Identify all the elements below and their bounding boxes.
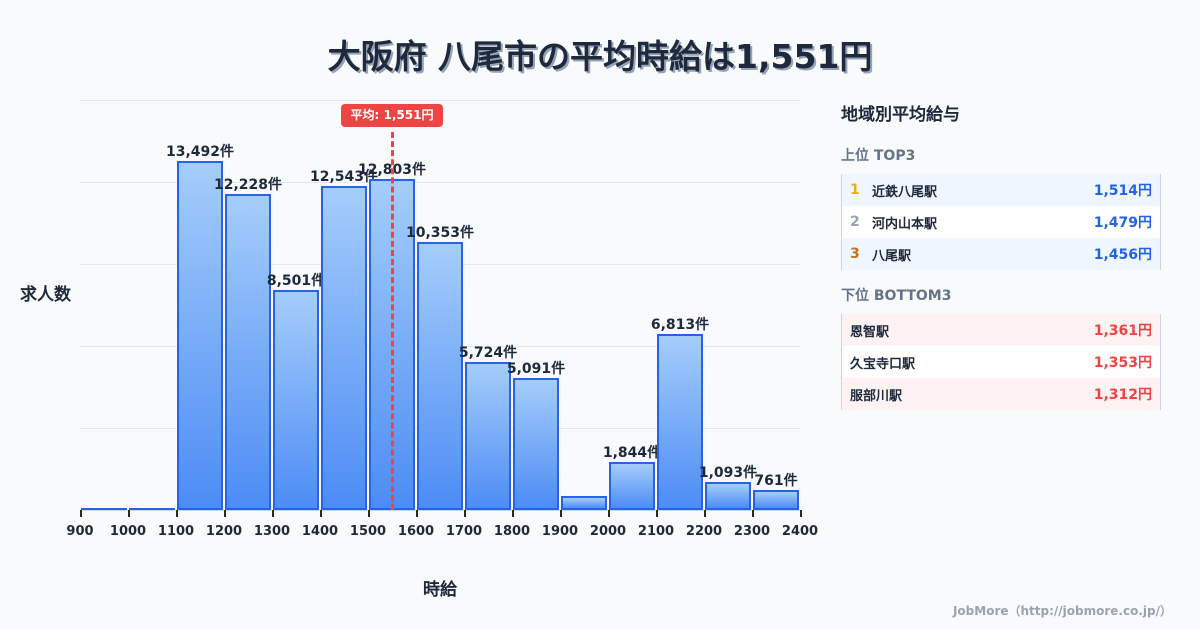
bar-value-label: 12,543件	[309, 169, 379, 185]
x-tick-label: 1300	[253, 524, 291, 539]
histogram-bar	[705, 482, 751, 510]
station-wage: 1,353円	[1093, 355, 1152, 371]
x-tick-label: 1200	[205, 524, 243, 539]
histogram-bar	[129, 508, 175, 510]
histogram-chart: 13,492件 12,228件 8,501件 12,543件 12,803件 10,353…	[20, 100, 819, 600]
station-wage: 1,479円	[1093, 215, 1152, 231]
x-tick-mark	[80, 510, 82, 517]
x-tick-label: 2300	[733, 524, 771, 539]
station-name: 近鉄八尾駅	[872, 184, 938, 200]
panel-title: 地域別平均給与	[841, 105, 960, 125]
bar-value-label: 5,724件	[458, 345, 518, 361]
bottom3-row: 恩智駅 1,361円	[842, 314, 1160, 346]
x-tick-label: 900	[66, 524, 94, 539]
gridline	[80, 100, 800, 101]
x-tick-mark	[320, 510, 322, 517]
x-tick-mark	[368, 510, 370, 517]
top3-table: 1 近鉄八尾駅 1,514円 2 河内山本駅 1,479円 3 八尾駅 1,45…	[841, 174, 1161, 270]
rank-number: 2	[850, 214, 860, 230]
histogram-bar	[465, 362, 511, 510]
x-tick-mark	[272, 510, 274, 517]
x-tick-label: 1600	[397, 524, 435, 539]
station-name: 八尾駅	[872, 248, 912, 264]
top3-row: 2 河内山本駅 1,479円	[842, 206, 1160, 238]
station-name: 河内山本駅	[872, 216, 938, 232]
y-axis-label: 求人数	[20, 285, 71, 305]
footer-credit: JobMore（http://jobmore.co.jp/）	[952, 604, 1172, 618]
x-tick-label: 1100	[157, 524, 195, 539]
bar-value-label: 10,353件	[405, 225, 475, 241]
histogram-bar	[753, 490, 799, 510]
regional-salary-panel: 地域別平均給与 上位 TOP3 1 近鉄八尾駅 1,514円 2 河内山本駅 1…	[841, 100, 1161, 410]
gridline	[80, 182, 800, 183]
top3-heading: 上位 TOP3	[841, 148, 916, 164]
histogram-bar	[273, 290, 319, 510]
bottom3-table: 恩智駅 1,361円 久宝寺口駅 1,353円 服部川駅 1,312円	[841, 314, 1161, 410]
histogram-bar	[657, 334, 703, 510]
bottom3-heading: 下位 BOTTOM3	[841, 288, 952, 304]
x-tick-label: 1800	[493, 524, 531, 539]
bar-value-label: 1,093件	[698, 465, 758, 481]
histogram-bar	[81, 508, 127, 510]
station-name: 服部川駅	[850, 388, 903, 404]
histogram-bar	[225, 194, 271, 510]
bar-value-label: 1,844件	[602, 445, 662, 461]
bottom3-row: 久宝寺口駅 1,353円	[842, 346, 1160, 378]
x-tick-mark	[128, 510, 130, 517]
bar-value-label: 8,501件	[266, 273, 326, 289]
x-tick-label: 1400	[301, 524, 339, 539]
histogram-bar	[177, 161, 223, 510]
x-tick-mark	[512, 510, 514, 517]
histogram-bar	[513, 378, 559, 510]
x-tick-mark	[704, 510, 706, 517]
bar-value-label: 6,813件	[650, 317, 710, 333]
top3-row: 3 八尾駅 1,456円	[842, 238, 1160, 270]
x-tick-mark	[656, 510, 658, 517]
x-tick-label: 2200	[685, 524, 723, 539]
x-axis-label: 時給	[423, 580, 457, 600]
bar-value-label: 12,228件	[213, 177, 283, 193]
bar-value-label: 13,492件	[165, 144, 235, 160]
x-tick-mark	[560, 510, 562, 517]
x-tick-mark	[752, 510, 754, 517]
histogram-bar	[609, 462, 655, 510]
x-tick-mark	[608, 510, 610, 517]
histogram-bar	[561, 496, 607, 510]
x-tick-mark	[176, 510, 178, 517]
bar-value-label: 761件	[754, 473, 798, 489]
histogram-bar	[417, 242, 463, 510]
rank-number: 3	[850, 246, 860, 262]
x-tick-mark	[416, 510, 418, 517]
rank-number: 1	[850, 182, 860, 198]
x-tick-mark	[800, 510, 802, 517]
station-name: 恩智駅	[850, 324, 890, 340]
x-tick-mark	[464, 510, 466, 517]
page-title: 大阪府 八尾市の平均時給は1,551円	[327, 37, 873, 76]
x-tick-label: 1700	[445, 524, 483, 539]
mean-badge: 平均: 1,551円	[341, 104, 443, 127]
station-wage: 1,514円	[1093, 183, 1152, 199]
x-tick-label: 1500	[349, 524, 387, 539]
top3-row: 1 近鉄八尾駅 1,514円	[842, 174, 1160, 206]
mean-line	[391, 132, 394, 510]
station-wage: 1,361円	[1093, 323, 1152, 339]
station-wage: 1,456円	[1093, 247, 1152, 263]
bar-value-label: 5,091件	[506, 361, 566, 377]
x-axis-line	[80, 510, 800, 511]
x-tick-label: 2000	[589, 524, 627, 539]
station-name: 久宝寺口駅	[850, 356, 916, 372]
x-tick-label: 1000	[109, 524, 147, 539]
histogram-bar	[321, 186, 367, 510]
x-tick-label: 1900	[541, 524, 579, 539]
station-wage: 1,312円	[1093, 387, 1152, 403]
x-tick-label: 2100	[637, 524, 675, 539]
bottom3-row: 服部川駅 1,312円	[842, 378, 1160, 410]
x-tick-label: 2400	[781, 524, 819, 539]
x-tick-mark	[224, 510, 226, 517]
